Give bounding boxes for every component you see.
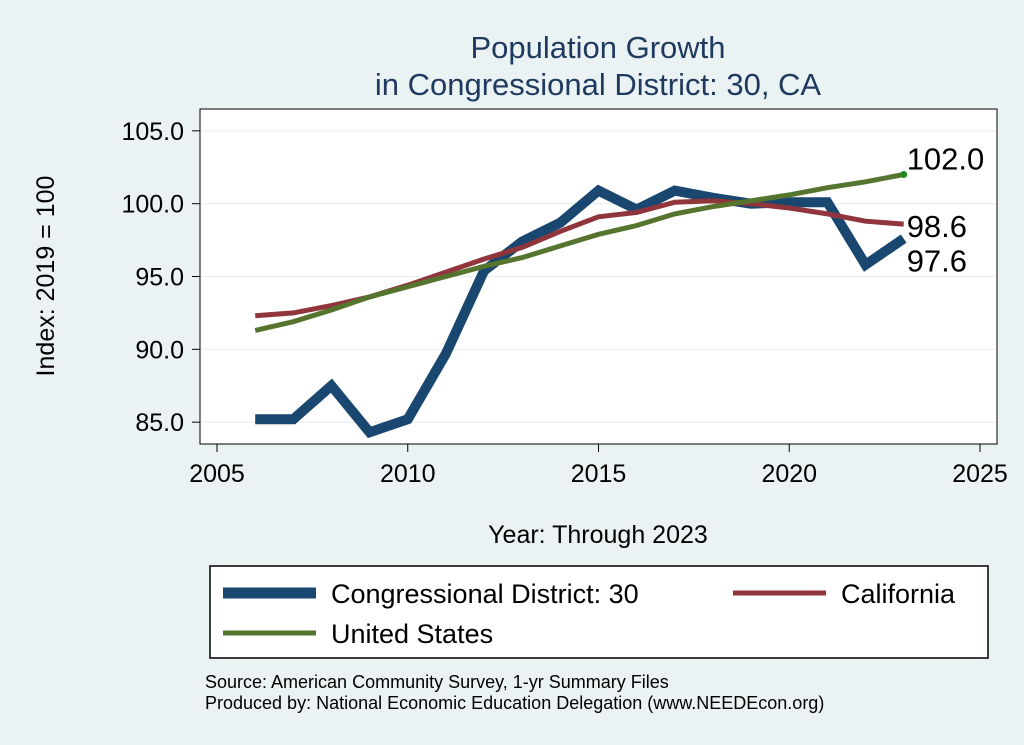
x-tick-label: 2015	[571, 460, 627, 488]
legend-label-district: Congressional District: 30	[331, 579, 639, 609]
legend-label-united-states: United States	[331, 619, 493, 649]
y-tick-label: 95.0	[135, 264, 184, 292]
x-tick-label: 2020	[761, 460, 817, 488]
end-marker-united-states	[900, 171, 908, 179]
legend-label-california: California	[841, 579, 956, 609]
end-label-california: 98.6	[907, 209, 967, 244]
source-note: Source: American Community Survey, 1-yr …	[205, 672, 669, 692]
series-lines	[254, 171, 908, 439]
y-tick-label: 85.0	[135, 409, 184, 437]
legend-box	[209, 565, 989, 659]
end-label-united-states: 102.0	[907, 142, 985, 177]
end-label-congressional-district-30: 97.6	[907, 244, 967, 279]
y-tick-label: 90.0	[135, 336, 184, 364]
y-axis: 85.0 90.0 95.0 100.0 105.0	[121, 109, 201, 444]
legend: Congressional District: 30 California Un…	[209, 565, 989, 659]
chart-title-line-1: Population Growth	[470, 30, 725, 65]
chart-title-line-2: in Congressional District: 30, CA	[375, 67, 822, 102]
x-axis: 2005 2010 2015 2020 2025	[189, 443, 1008, 488]
x-tick-label: 2005	[189, 460, 245, 488]
grid	[201, 130, 996, 423]
x-axis-title: Year: Through 2023	[488, 521, 708, 549]
producer-note: Produced by: National Economic Education…	[205, 693, 824, 713]
y-tick-label: 105.0	[121, 118, 184, 146]
x-tick-label: 2010	[380, 460, 436, 488]
series-line-congressional-district-30	[255, 184, 907, 439]
end-labels: 102.0 98.697.6	[907, 142, 985, 279]
x-tick-label: 2025	[952, 460, 1008, 488]
y-axis-title: Index: 2019 = 100	[32, 176, 60, 377]
y-tick-label: 100.0	[121, 191, 184, 219]
series-line-united-states	[254, 172, 905, 333]
